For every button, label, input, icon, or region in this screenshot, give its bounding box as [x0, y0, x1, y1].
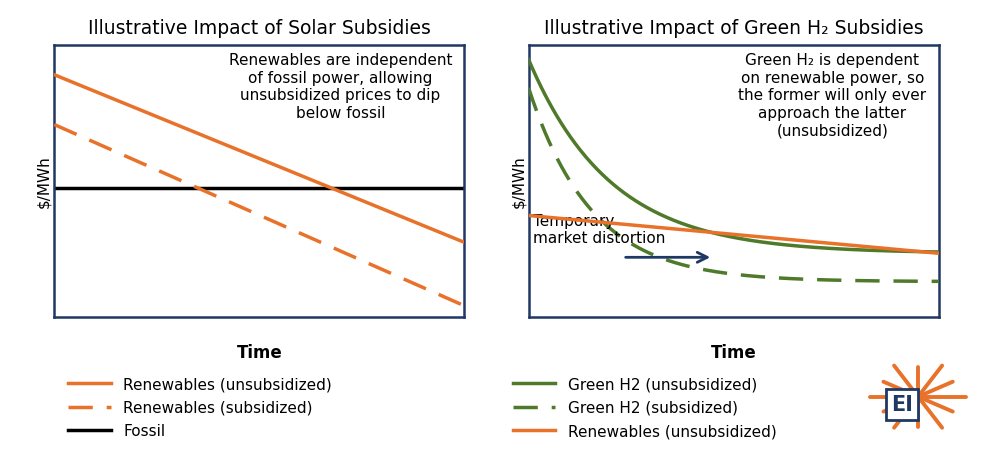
Y-axis label: $/MWh: $/MWh — [511, 155, 526, 207]
Title: Illustrative Impact of Solar Subsidies: Illustrative Impact of Solar Subsidies — [88, 19, 431, 38]
Legend: Green H2 (unsubsidized), Green H2 (subsidized), Renewables (unsubsidized): Green H2 (unsubsidized), Green H2 (subsi… — [507, 371, 782, 445]
Text: Green H₂ is dependent
on renewable power, so
the former will only ever
approach : Green H₂ is dependent on renewable power… — [738, 53, 927, 138]
Text: Renewables are independent
of fossil power, allowing
unsubsidized prices to dip
: Renewables are independent of fossil pow… — [228, 53, 453, 120]
Y-axis label: $/MWh: $/MWh — [37, 155, 51, 207]
Text: Time: Time — [237, 344, 283, 362]
Text: Temporary
market distortion: Temporary market distortion — [533, 214, 665, 246]
Legend: Renewables (unsubsidized), Renewables (subsidized), Fossil: Renewables (unsubsidized), Renewables (s… — [62, 371, 338, 445]
Text: EI: EI — [891, 395, 913, 414]
Text: Time: Time — [711, 344, 757, 362]
Title: Illustrative Impact of Green H₂ Subsidies: Illustrative Impact of Green H₂ Subsidie… — [543, 19, 924, 38]
